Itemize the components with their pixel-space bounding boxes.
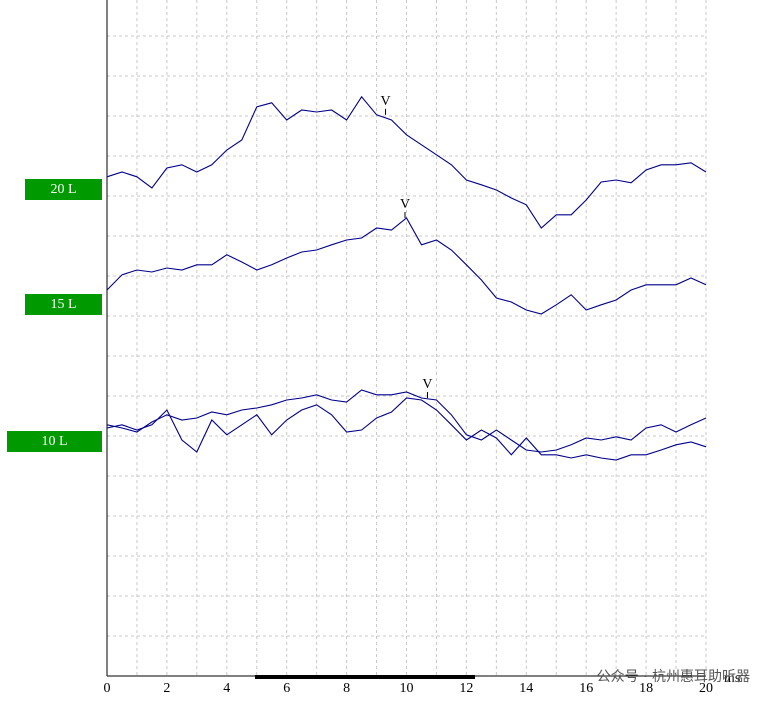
x-tick-label: 16 [579, 681, 593, 696]
trace [106, 389, 707, 453]
peak-label: V [400, 197, 410, 212]
x-tick-label: 4 [223, 681, 230, 696]
peak-label: V [422, 377, 432, 392]
x-tick-label: 14 [519, 681, 533, 696]
trace [106, 397, 707, 461]
trace-label-box [7, 431, 102, 452]
x-tick-label: 12 [459, 681, 473, 696]
x-tick-label: 18 [639, 681, 653, 696]
trace-label: 15 L [50, 297, 76, 312]
trace [106, 95, 707, 229]
x-tick-label: 10 [400, 681, 414, 696]
trace-label-box [25, 179, 102, 200]
x-tick-label: 20 [699, 681, 713, 696]
x-tick-label: 2 [163, 681, 170, 696]
x-tick-label: 8 [343, 681, 350, 696]
scroll-bar [255, 675, 475, 679]
x-unit: ms [724, 671, 740, 686]
watermark: 公众号 · 杭州惠耳助听器 [597, 669, 750, 685]
trace-label: 10 L [41, 434, 67, 449]
peak-label: V [380, 94, 390, 109]
x-tick-label: 6 [283, 681, 290, 696]
trace [106, 217, 707, 315]
x-tick-label: 0 [104, 681, 111, 696]
trace-label: 20 L [50, 182, 76, 197]
trace-label-box [25, 294, 102, 315]
